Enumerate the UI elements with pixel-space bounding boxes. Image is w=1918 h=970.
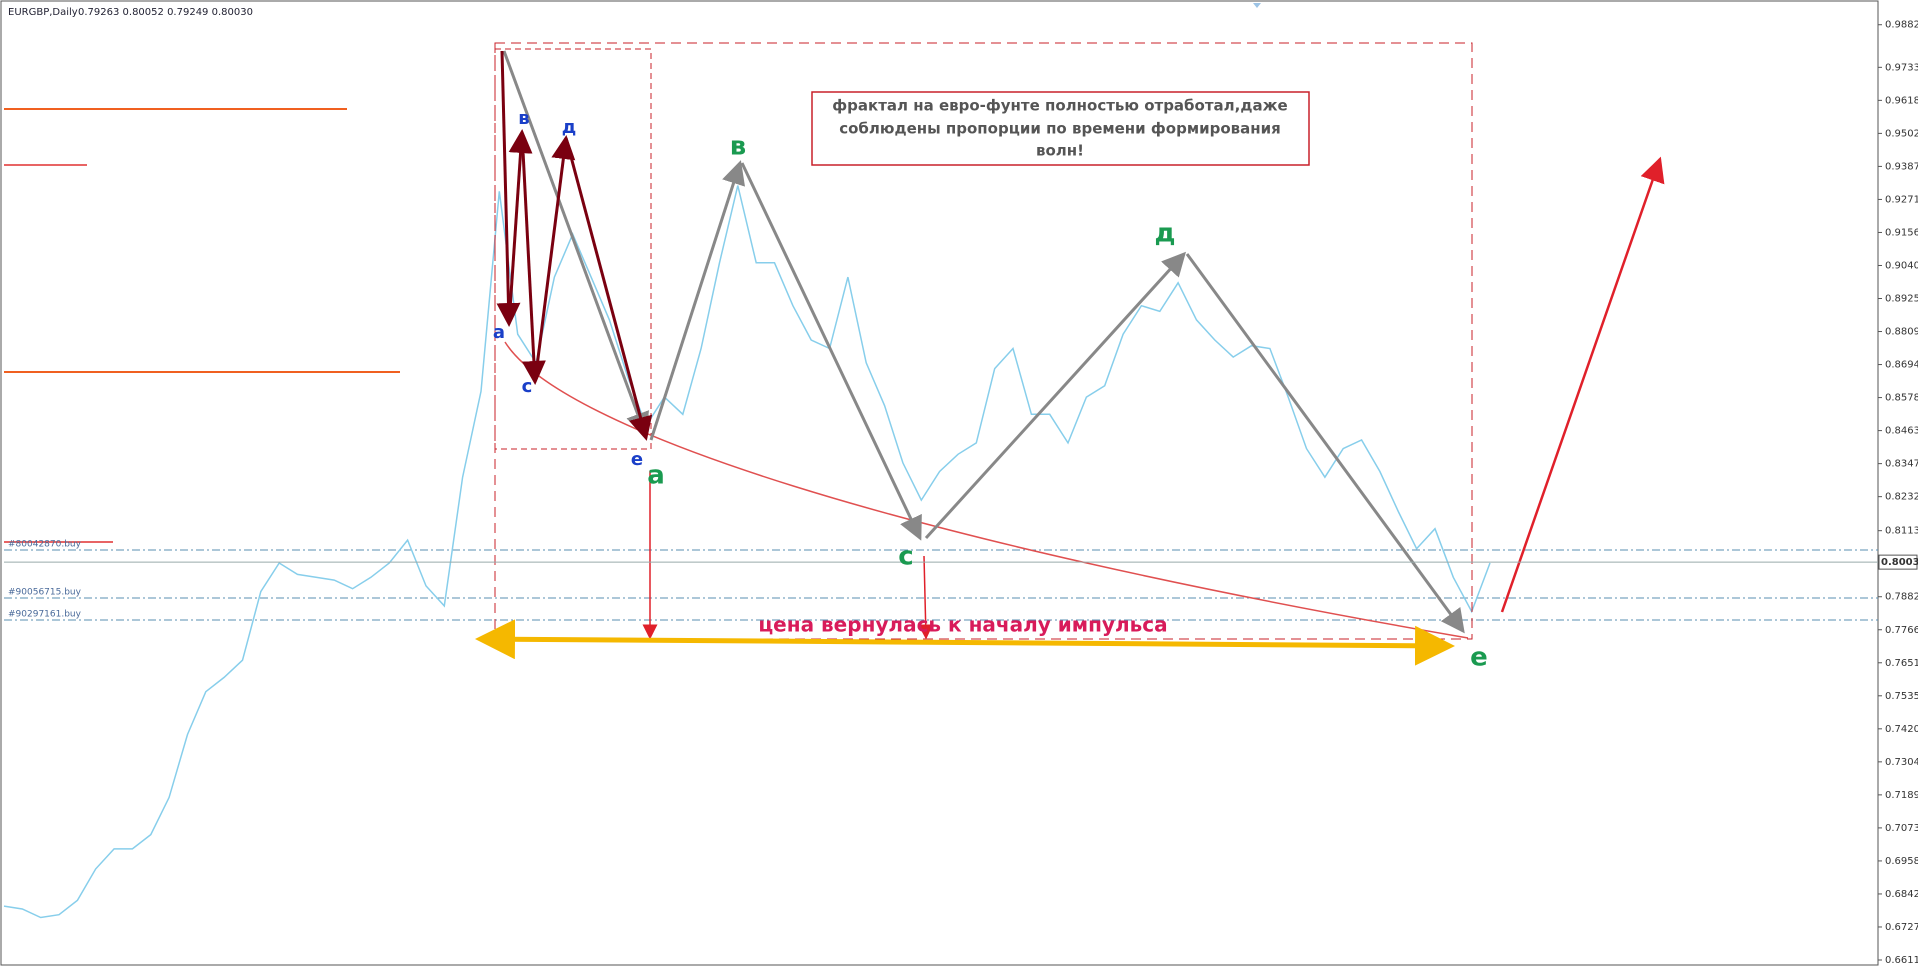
wave-label: е (1470, 643, 1488, 673)
wave-label: в (730, 132, 746, 162)
y-tick-label: 0.95025 (1885, 128, 1918, 139)
wave-arrow (924, 251, 1187, 540)
annotation: цена вернулась к началу импульса (758, 613, 1167, 637)
order-label: #90056715.buy (8, 588, 82, 598)
wave-arrow (740, 162, 922, 541)
wave-label: в (518, 108, 529, 129)
wave-label: а (647, 461, 665, 491)
wave-label: e (631, 449, 643, 470)
wave-arrow (496, 50, 521, 327)
y-tick-label: 0.75355 (1885, 691, 1918, 702)
price-label-box (1878, 554, 1918, 570)
y-tick-label: 0.77665 (1885, 625, 1918, 636)
wave-label: с (898, 542, 913, 572)
yellow-arrow (475, 619, 1455, 666)
wave-label: д (562, 117, 577, 138)
wave-arrow (507, 129, 533, 325)
y-tick-label: 0.70735 (1885, 823, 1918, 834)
plot-frame (0, 0, 1879, 966)
wave-arrow (520, 131, 546, 385)
dashed-frame (494, 48, 652, 450)
price-label: 0.80030 (1881, 557, 1918, 568)
wave-label: д (1155, 219, 1176, 249)
y-tick-label: 0.90405 (1885, 260, 1918, 271)
red-arrow (1500, 156, 1665, 613)
wave-arrow (533, 135, 576, 383)
y-tick-label: 0.85785 (1885, 393, 1918, 404)
wave-arrow (502, 50, 650, 437)
y-tick-label: 0.83475 (1885, 459, 1918, 470)
wave-label: a (493, 322, 505, 343)
y-tick-label: 0.88095 (1885, 327, 1918, 338)
order-label: #90297161.buy (8, 610, 82, 620)
scroll-marker (1253, 3, 1261, 8)
y-tick-label: 0.73045 (1885, 757, 1918, 768)
wave-label: с (522, 376, 533, 397)
chart-subtitle: 0.79263 0.80052 0.79249 0.80030 (78, 7, 253, 18)
y-tick-label: 0.92715 (1885, 194, 1918, 205)
order-label: #80042870.buy (8, 540, 82, 550)
y-tick-label: 0.66115 (1885, 955, 1918, 966)
wave-arrow (1185, 253, 1465, 634)
price-line (3, 185, 1491, 919)
wave-arrow (564, 137, 653, 441)
note-text: соблюдены пропорции по времени формирова… (839, 120, 1281, 138)
note-text: волн! (1036, 142, 1084, 160)
curve (504, 341, 1469, 639)
note-text: фрактал на евро-фунте полностью отработа… (832, 97, 1287, 115)
y-tick-label: 0.98825 (1885, 20, 1918, 31)
chart-title: EURGBP,Daily (8, 7, 78, 18)
wave-arrow (649, 160, 746, 441)
y-tick-label: 0.97335 (1885, 62, 1918, 73)
note-box (811, 91, 1310, 166)
y-tick-label: 0.68425 (1885, 889, 1918, 900)
